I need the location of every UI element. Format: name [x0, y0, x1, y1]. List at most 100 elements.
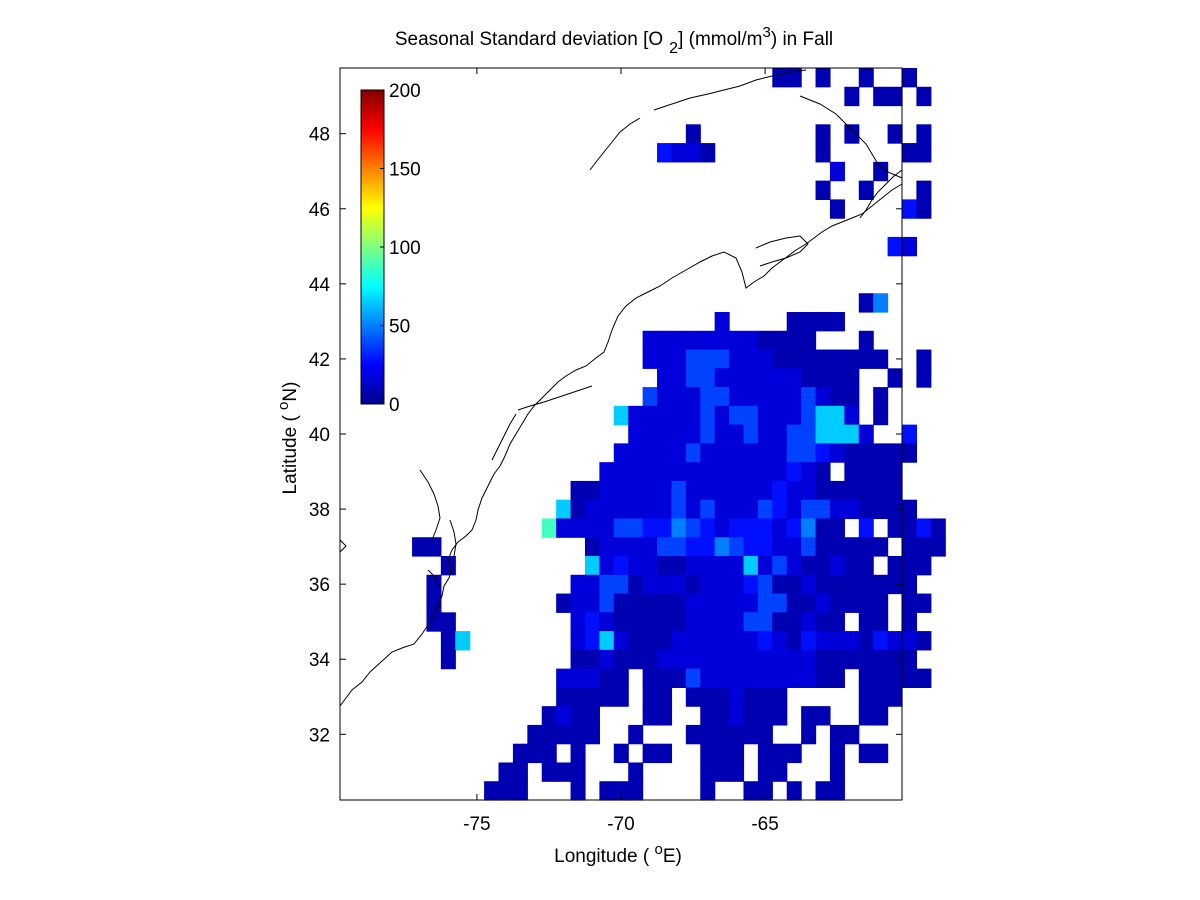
heatmap-cell — [556, 706, 572, 726]
heatmap-cell — [801, 631, 817, 651]
heatmap-cell — [685, 593, 701, 613]
y-tick-label: 42 — [309, 350, 330, 371]
heatmap-cell — [902, 236, 918, 257]
heatmap-cell — [599, 649, 615, 670]
heatmap-cell — [801, 556, 817, 576]
heatmap-cell — [858, 330, 874, 351]
heatmap-cell — [657, 631, 673, 651]
heatmap-cell — [714, 631, 730, 651]
heatmap-cell — [916, 631, 932, 651]
heatmap-cell — [829, 312, 845, 332]
heatmap-cell — [801, 330, 817, 351]
heatmap-cell — [772, 480, 788, 501]
x-tick-label: -65 — [751, 814, 778, 835]
x-axis-label-prefix: Longitude ( — [554, 846, 654, 867]
heatmap-cell — [512, 781, 528, 801]
heatmap-cell — [628, 443, 644, 463]
heatmap-cell — [873, 631, 889, 651]
heatmap-cell — [786, 518, 802, 538]
heatmap-cell — [685, 480, 701, 501]
heatmap-cell — [628, 762, 644, 782]
heatmap-cell — [772, 687, 788, 707]
title-subscript: 2 — [669, 40, 678, 57]
heatmap-cell — [599, 480, 615, 501]
heatmap-cell — [873, 443, 889, 463]
heatmap-cell — [844, 124, 860, 144]
heatmap-cell — [786, 499, 802, 520]
heatmap-cell — [556, 518, 572, 538]
heatmap-cell — [772, 668, 788, 688]
heatmap-cell — [743, 387, 759, 407]
heatmap-cell — [757, 556, 773, 576]
heatmap-cell — [844, 86, 860, 107]
heatmap-cell — [902, 574, 918, 595]
heatmap-cell — [757, 537, 773, 557]
heatmap-cell — [729, 574, 745, 595]
heatmap-cell — [902, 537, 918, 557]
y-tick-label: 40 — [309, 425, 330, 446]
heatmap-cell — [642, 405, 658, 426]
heatmap-cell — [873, 612, 889, 632]
heatmap-cell — [743, 537, 759, 557]
heatmap-cell — [844, 593, 860, 613]
x-axis-label-suffix: E) — [663, 846, 682, 867]
heatmap-cell — [772, 443, 788, 463]
heatmap-cell — [887, 462, 903, 482]
heatmap-cell — [801, 368, 817, 388]
heatmap-cell — [772, 405, 788, 426]
heatmap-cell — [570, 574, 586, 595]
heatmap-cell — [700, 668, 716, 688]
heatmap-cell — [584, 631, 600, 651]
heatmap-cell — [858, 480, 874, 501]
heatmap-cell — [772, 612, 788, 632]
heatmap-cell — [772, 518, 788, 538]
heatmap-cell — [829, 480, 845, 501]
heatmap-cell — [829, 349, 845, 369]
heatmap-cell — [613, 556, 629, 576]
heatmap-cell — [729, 330, 745, 351]
heatmap-cell — [657, 556, 673, 576]
heatmap-cell — [887, 668, 903, 688]
heatmap-cell — [815, 631, 831, 651]
heatmap-cell — [887, 124, 903, 144]
heatmap-cell — [786, 781, 802, 801]
colorbar-ticks: 0 50 100 150 200 — [380, 81, 421, 416]
heatmap-cell — [700, 612, 716, 632]
heatmap-cell — [570, 706, 586, 726]
heatmap-cell — [815, 518, 831, 538]
heatmap-cell — [743, 480, 759, 501]
heatmap-cell — [729, 649, 745, 670]
heatmap-cell — [657, 593, 673, 613]
y-tick-label: 46 — [309, 200, 330, 221]
heatmap-cell — [729, 462, 745, 482]
heatmap-cell — [743, 631, 759, 651]
heatmap-cell — [714, 593, 730, 613]
heatmap-cell — [801, 518, 817, 538]
heatmap-cell — [815, 424, 831, 444]
heatmap-cell — [887, 687, 903, 707]
heatmap-cell — [700, 349, 716, 369]
heatmap-cell — [700, 537, 716, 557]
heatmap-cell — [512, 762, 528, 782]
heatmap-cell — [743, 405, 759, 426]
heatmap-cell — [584, 518, 600, 538]
heatmap-cell — [902, 631, 918, 651]
heatmap-cell — [786, 649, 802, 670]
heatmap-cell — [743, 368, 759, 388]
heatmap-cell — [685, 124, 701, 144]
heatmap-cell — [642, 556, 658, 576]
heatmap-cell — [743, 612, 759, 632]
heatmap-cell — [714, 349, 730, 369]
heatmap-cell — [599, 556, 615, 576]
heatmap-cell — [772, 68, 788, 88]
heatmap-cell — [556, 724, 572, 745]
heatmap-cell — [757, 480, 773, 501]
heatmap-cell — [642, 330, 658, 351]
heatmap-cell — [657, 668, 673, 688]
heatmap-cell — [671, 574, 687, 595]
heatmap-cell — [902, 556, 918, 576]
heatmap-cell — [844, 574, 860, 595]
heatmap-cell — [757, 349, 773, 369]
heatmap-cell — [829, 387, 845, 407]
heatmap-cell — [657, 537, 673, 557]
